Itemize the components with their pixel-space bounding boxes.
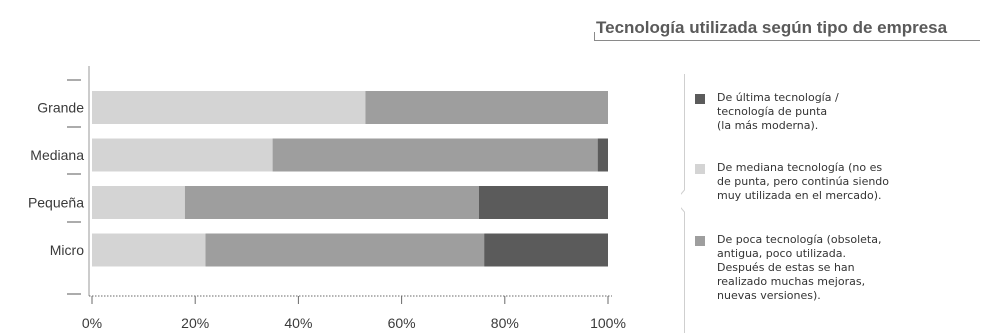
bar-segment bbox=[484, 233, 608, 267]
legend-swatch bbox=[695, 236, 705, 246]
bar-segment bbox=[479, 186, 608, 219]
x-tick-label: 80% bbox=[491, 315, 519, 331]
legend-swatch bbox=[695, 164, 705, 174]
bar-segment bbox=[92, 91, 366, 124]
x-tick-label: 0% bbox=[82, 315, 102, 331]
bar-segment bbox=[92, 138, 273, 172]
legend-label: De última tecnología / tecnología de pun… bbox=[717, 91, 839, 132]
legend-panel: De última tecnología / tecnología de pun… bbox=[681, 74, 985, 333]
chart-title-box: Tecnología utilizada según tipo de empre… bbox=[594, 12, 985, 46]
category-label: Mediana bbox=[30, 147, 84, 163]
legend-label: De poca tecnología (obsoleta, antigua, p… bbox=[717, 233, 882, 302]
legend-frame bbox=[681, 74, 685, 333]
legend-swatch bbox=[695, 94, 705, 104]
x-tick-label: 40% bbox=[284, 315, 312, 331]
category-label: Grande bbox=[37, 100, 84, 116]
bar-segment bbox=[597, 138, 608, 172]
x-tick-label: 100% bbox=[590, 315, 626, 331]
bar-segment bbox=[92, 186, 185, 219]
title-underline bbox=[594, 40, 980, 41]
category-label: Pequeña bbox=[28, 195, 84, 211]
stacked-bar-chart: Grande Mediana Pequeña Micro 0% 20% 40% 60% 80% 1… bbox=[28, 66, 626, 331]
bar-segment bbox=[184, 186, 479, 219]
bar-segment bbox=[365, 91, 608, 124]
bar-segment bbox=[205, 233, 485, 267]
chart-title: Tecnología utilizada según tipo de empre… bbox=[596, 18, 948, 37]
category-label: Micro bbox=[50, 242, 84, 258]
x-tick-label: 60% bbox=[388, 315, 416, 331]
title-rule-tick bbox=[594, 32, 595, 41]
x-tick-label: 20% bbox=[181, 315, 209, 331]
legend-label: De mediana tecnología (no es de punta, p… bbox=[717, 161, 890, 202]
bar-segment bbox=[92, 233, 206, 267]
bar-segment bbox=[272, 138, 598, 172]
